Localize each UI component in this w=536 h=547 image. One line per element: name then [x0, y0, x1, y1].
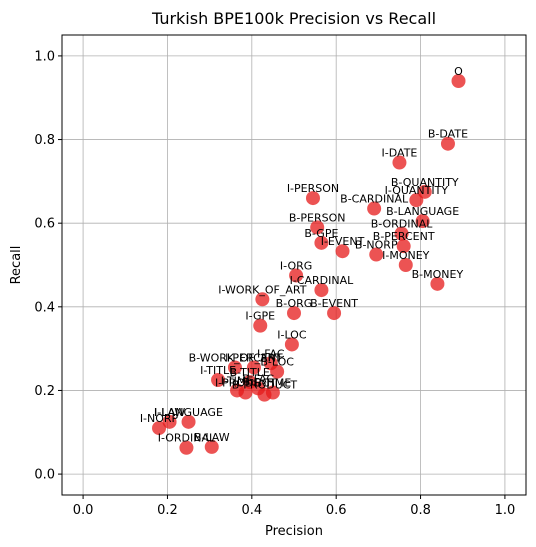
y-tick-label: 0.0 [34, 468, 55, 483]
x-tick-label: 0.0 [73, 503, 94, 518]
x-axis-label: Precision [265, 524, 323, 539]
point-label: B-MONEY [412, 268, 464, 281]
point-label: B-CARDINAL [340, 193, 409, 206]
point-label: B-ORDINAL [371, 218, 434, 231]
point-label: I-ORDINAL [158, 432, 216, 445]
y-tick-label: 0.4 [34, 300, 55, 315]
point-label: I-LOC [277, 328, 307, 341]
point-label: I-WORK_OF_ART [218, 283, 307, 296]
point-label: B-EVENT [310, 297, 358, 310]
y-tick-label: 0.2 [34, 384, 55, 399]
x-tick-label: 0.4 [241, 503, 262, 518]
x-tick-label: 0.8 [410, 503, 431, 518]
point-label: B-LANGUAGE [386, 205, 459, 218]
point-labels: OB-DATEI-DATEB-QUANTITYI-QUANTITYI-PERSO… [140, 65, 468, 445]
x-tick-label: 1.0 [495, 503, 516, 518]
point-label: I-NORP [140, 412, 179, 425]
point-label: B-DATE [428, 128, 468, 141]
y-tick-label: 0.6 [34, 217, 55, 232]
point-label: B-ORG [276, 297, 313, 310]
y-tick-label: 0.8 [34, 133, 55, 148]
point-label: I-PERSON [287, 182, 339, 195]
point-label: I-ORG [280, 259, 312, 272]
y-axis-label: Recall [9, 246, 24, 285]
chart-title: Turkish BPE100k Precision vs Recall [151, 9, 436, 28]
x-tick-label: 0.2 [157, 503, 178, 518]
point-label: O [454, 65, 463, 78]
y-tick-label: 1.0 [34, 49, 55, 64]
point-label: I-MONEY [382, 249, 430, 262]
point-label: I-GPE [245, 310, 275, 323]
x-tick-label: 0.6 [326, 503, 347, 518]
point-label: B-PRODUCT [232, 379, 298, 392]
point-label: I-DATE [382, 147, 418, 160]
point-label: B-PERSON [289, 211, 346, 224]
